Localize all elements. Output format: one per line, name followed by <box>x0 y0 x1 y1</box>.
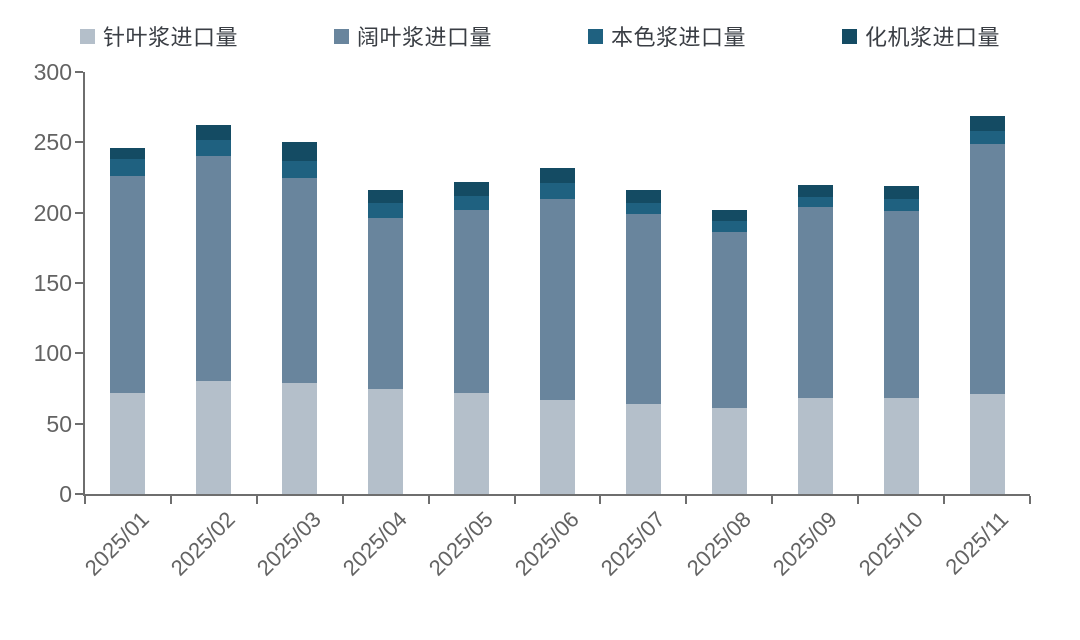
y-tick-mark <box>75 352 83 355</box>
bar-segment-2025-11-s1 <box>969 143 1005 395</box>
legend-label: 化机浆进口量 <box>865 25 1001 50</box>
y-tick-mark <box>75 71 83 73</box>
x-tick-mark <box>341 496 344 504</box>
x-tick-mark <box>857 496 860 504</box>
y-tick-label: 250 <box>33 129 72 156</box>
x-tick-label: 2025/06 <box>509 506 584 581</box>
x-tick-mark <box>169 496 172 504</box>
bar-segment-2025-09-s1 <box>797 207 833 399</box>
bar-segment-2025-07-s1 <box>625 214 661 404</box>
bar-segment-2025-08-s3 <box>711 209 747 222</box>
legend-swatch-icon <box>842 28 858 44</box>
legend-swatch-icon <box>588 28 603 44</box>
x-tick-label: 2025/11 <box>940 506 1014 580</box>
plot-area: 0 50 100 150 200 250 300 2025/01 2025/02 2025/03 2… <box>34 61 1031 581</box>
y-tick-mark <box>75 493 83 495</box>
x-tick-label: 2025/03 <box>252 506 327 581</box>
bar-segment-2025-08-s1 <box>711 232 747 409</box>
y-tick-mark <box>75 422 83 425</box>
bar-segment-2025-06-s1 <box>540 198 575 400</box>
bar-segment-2025-11-s3 <box>969 115 1005 132</box>
bar-segment-2025-05-s2 <box>454 195 490 210</box>
bar-segment-2025-08-s2 <box>711 221 747 233</box>
x-tick-label: 2025/08 <box>681 506 756 581</box>
bar-segment-2025-04-s3 <box>368 190 404 203</box>
bar-segment-2025-08-s0 <box>711 408 747 494</box>
x-tick-mark <box>599 496 602 504</box>
x-tick-mark <box>685 496 688 504</box>
bar-segment-2025-10-s1 <box>883 211 919 399</box>
legend-item-0: 针叶浆进口量 <box>79 20 238 52</box>
legend-swatch-icon <box>79 28 95 44</box>
bar-segment-2025-03-s0 <box>282 382 318 494</box>
x-tick-label: 2025/02 <box>166 506 241 581</box>
y-tick-label: 150 <box>33 270 72 296</box>
bar-segment-2025-03-s3 <box>282 142 318 161</box>
x-tick-mark <box>771 496 774 504</box>
bar-segment-2025-09-s2 <box>797 197 833 208</box>
y-tick-label: 100 <box>33 340 72 367</box>
bar-segment-2025-05-s3 <box>454 181 490 196</box>
bar-segment-2025-04-s2 <box>368 202 404 219</box>
bar-segment-2025-01-s1 <box>110 176 146 393</box>
y-tick-mark <box>75 211 83 214</box>
legend-swatch-icon <box>333 28 349 44</box>
bar-segment-2025-10-s0 <box>883 398 919 494</box>
bar-segment-2025-04-s1 <box>368 218 404 389</box>
bar-segment-2025-05-s0 <box>454 392 490 494</box>
bar-segment-2025-10-s2 <box>883 198 919 212</box>
bar-segment-2025-01-s2 <box>110 159 146 177</box>
bar-segment-2025-01-s3 <box>110 147 146 160</box>
y-tick-mark <box>75 141 83 144</box>
x-tick-mark <box>427 496 430 504</box>
x-tick-mark <box>513 496 516 504</box>
bar-segment-2025-09-s3 <box>797 184 833 198</box>
legend-label: 本色浆进口量 <box>611 25 747 50</box>
bar-segment-2025-10-s3 <box>883 185 919 199</box>
y-tick-label: 200 <box>33 199 72 226</box>
x-tick-label: 2025/05 <box>423 506 498 581</box>
legend-item-3: 化机浆进口量 <box>842 20 1000 52</box>
bar-segment-2025-07-s3 <box>625 190 661 203</box>
x-axis-line <box>83 494 1030 496</box>
x-tick-label: 2025/04 <box>338 506 412 581</box>
bar-segment-2025-05-s1 <box>454 209 490 393</box>
y-axis-line <box>83 72 85 496</box>
x-tick-label: 2025/10 <box>853 506 928 581</box>
bar-segment-2025-06-s3 <box>540 167 575 184</box>
x-tick-label: 2025/07 <box>595 506 670 581</box>
chart-legend: 针叶浆进口量 阔叶浆进口量 本色浆进口量 化机浆进口量 <box>0 20 1080 52</box>
bar-segment-2025-09-s0 <box>797 398 833 494</box>
x-tick-label: 2025/09 <box>767 506 842 581</box>
x-tick-label: 2025/01 <box>80 506 155 581</box>
x-tick-mark <box>255 496 258 504</box>
bar-segment-2025-11-s0 <box>969 394 1005 494</box>
bar-segment-2025-03-s1 <box>282 177 318 383</box>
bar-segment-2025-02-s2 <box>196 139 232 157</box>
bar-segment-2025-01-s0 <box>110 392 146 494</box>
y-tick-label: 0 <box>59 481 72 507</box>
legend-label: 针叶浆进口量 <box>102 25 238 50</box>
bar-segment-2025-02-s3 <box>196 125 232 140</box>
bar-segment-2025-04-s0 <box>368 388 404 494</box>
legend-item-2: 本色浆进口量 <box>588 20 746 52</box>
x-tick-mark <box>943 496 946 504</box>
y-tick-mark <box>75 282 83 284</box>
bar-segment-2025-02-s0 <box>196 381 232 494</box>
bar-segment-2025-06-s0 <box>540 399 575 494</box>
x-tick-mark <box>1029 496 1031 504</box>
bar-segment-2025-02-s1 <box>196 156 232 382</box>
bar-segment-2025-11-s2 <box>969 131 1005 144</box>
bar-segment-2025-07-s0 <box>625 403 661 494</box>
y-tick-label: 50 <box>46 410 72 437</box>
y-tick-label: 300 <box>33 59 72 85</box>
legend-item-1: 阔叶浆进口量 <box>333 20 492 52</box>
legend-label: 阔叶浆进口量 <box>356 25 492 50</box>
bar-segment-2025-03-s2 <box>282 160 318 178</box>
x-tick-mark <box>84 496 86 504</box>
bar-segment-2025-07-s2 <box>625 202 661 215</box>
bar-segment-2025-06-s2 <box>540 183 575 199</box>
